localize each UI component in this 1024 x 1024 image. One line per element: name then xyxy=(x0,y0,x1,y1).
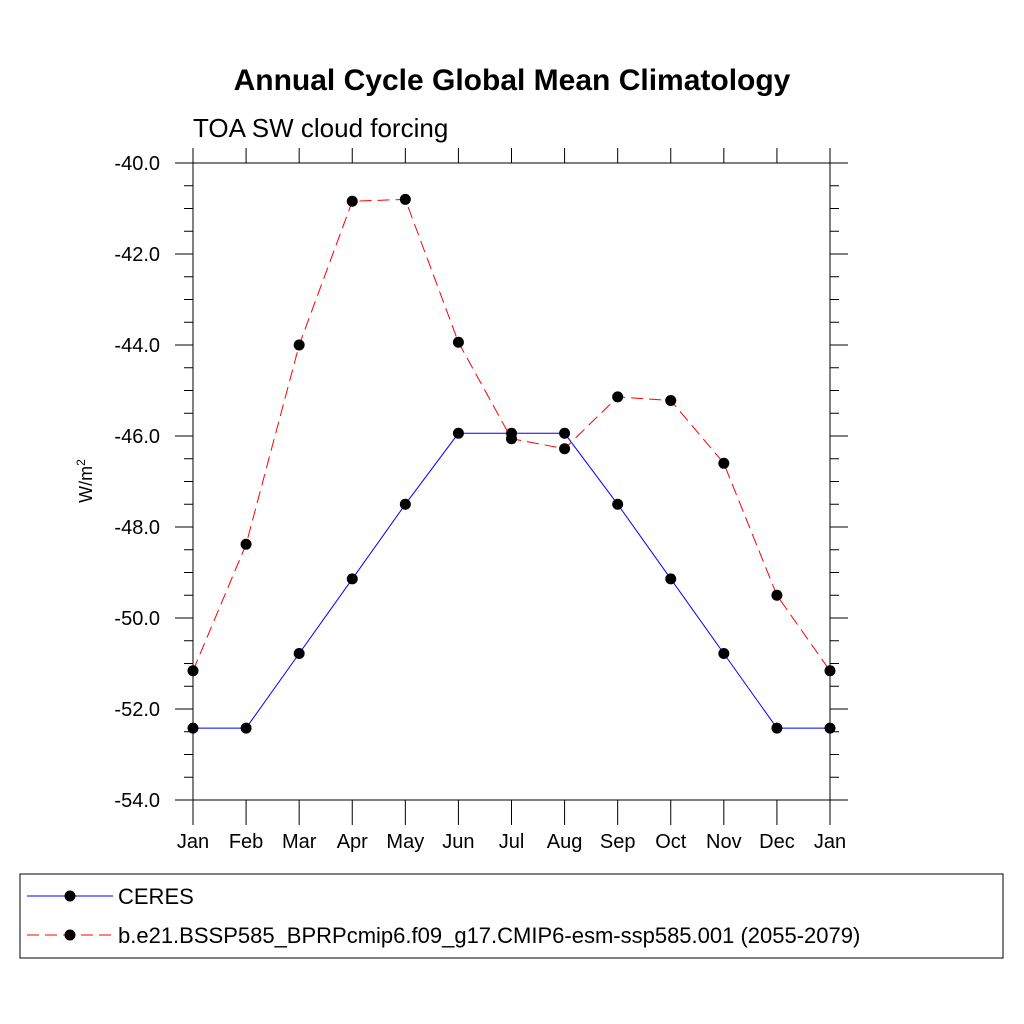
data-point xyxy=(824,722,836,734)
legend-box xyxy=(19,873,1004,959)
x-tick-label: Jan xyxy=(177,831,209,853)
y-axis-label-superscript: 2 xyxy=(74,459,88,466)
y-tick-label: -46.0 xyxy=(114,426,160,448)
data-point xyxy=(559,443,571,455)
y-tick-label: -54.0 xyxy=(114,790,160,812)
x-tick-label: May xyxy=(386,831,424,853)
chart-subtitle: TOA SW cloud forcing xyxy=(193,113,448,143)
plot-frame xyxy=(192,162,831,801)
legend-label: b.e21.BSSP585_BPRPcmip6.f09_g17.CMIP6-es… xyxy=(118,923,860,948)
y-axis-label: W/m2 xyxy=(74,459,96,503)
y-axis-label-text: W/m xyxy=(76,466,96,503)
data-point xyxy=(612,498,624,510)
x-tick-label: Apr xyxy=(337,831,368,853)
series-line xyxy=(193,432,830,729)
data-point xyxy=(293,339,305,351)
y-tick-label: -52.0 xyxy=(114,699,160,721)
data-point xyxy=(293,647,305,659)
data-point xyxy=(187,722,199,734)
data-point xyxy=(346,195,358,207)
data-point xyxy=(665,395,677,407)
legend-item-2: b.e21.BSSP585_BPRPcmip6.f09_g17.CMIP6-es… xyxy=(27,923,860,948)
data-point xyxy=(452,427,464,439)
data-point xyxy=(452,336,464,348)
legend-label: CERES xyxy=(118,884,194,909)
x-tick-label: Sep xyxy=(600,831,636,853)
x-tick-label: Oct xyxy=(655,831,687,853)
y-tick-label: -42.0 xyxy=(114,244,160,266)
x-tick-label: Feb xyxy=(229,831,263,853)
x-tick-label: Dec xyxy=(759,831,795,853)
legend-marker xyxy=(64,929,76,941)
data-point xyxy=(771,589,783,601)
legend-item-1: CERES xyxy=(27,884,194,909)
y-tick-label: -44.0 xyxy=(114,335,160,357)
x-tick-label: Jun xyxy=(442,831,474,853)
data-point xyxy=(240,538,252,550)
x-tick-label: Mar xyxy=(282,831,317,853)
x-tick-label: Nov xyxy=(706,831,742,853)
svg-text:W/m2: W/m2 xyxy=(74,459,96,503)
data-point xyxy=(824,665,836,677)
data-point xyxy=(771,722,783,734)
x-tick-label: Jan xyxy=(814,831,846,853)
legend-marker xyxy=(64,890,76,902)
data-point xyxy=(346,573,358,585)
y-tick-label: -40.0 xyxy=(114,153,160,175)
data-point xyxy=(399,193,411,205)
data-point xyxy=(240,722,252,734)
data-point xyxy=(187,665,199,677)
series-2 xyxy=(187,193,836,677)
data-point xyxy=(718,457,730,469)
chart-title: Annual Cycle Global Mean Climatology xyxy=(234,64,791,97)
x-tick-label: Aug xyxy=(547,831,583,853)
data-point xyxy=(559,427,571,439)
y-tick-label: -48.0 xyxy=(114,517,160,539)
y-tick-label: -50.0 xyxy=(114,608,160,630)
data-point xyxy=(665,573,677,585)
series-1 xyxy=(187,427,836,734)
x-tick-label: Jul xyxy=(499,831,525,853)
data-point xyxy=(506,433,517,445)
data-point xyxy=(399,498,411,510)
data-point xyxy=(718,647,730,659)
data-point xyxy=(612,391,624,403)
